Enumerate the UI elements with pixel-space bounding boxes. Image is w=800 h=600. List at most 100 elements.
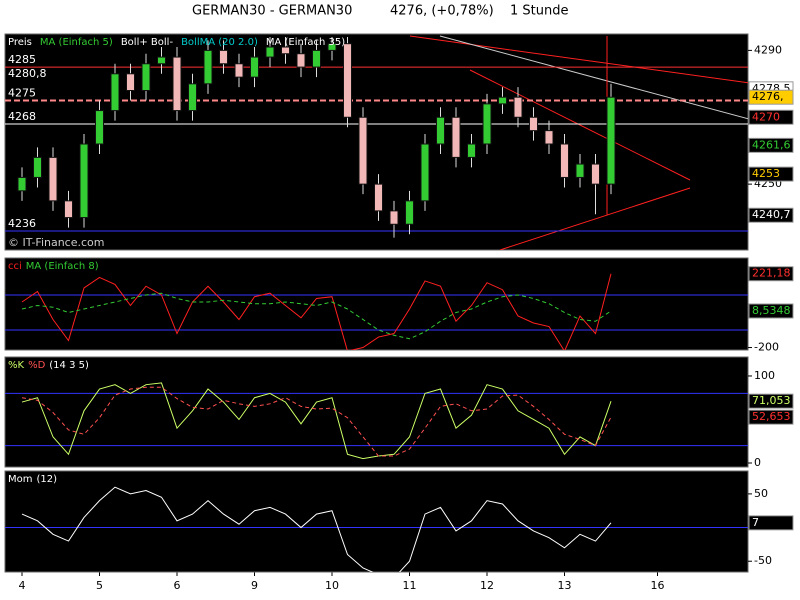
candle-body <box>126 73 135 92</box>
value-marker <box>748 266 794 282</box>
candle-body <box>234 63 244 78</box>
value-marker <box>748 137 794 153</box>
candle-body <box>203 49 213 85</box>
candle-body <box>420 143 430 202</box>
candle-body <box>327 43 337 51</box>
interval: 1 Stunde <box>510 4 568 19</box>
trend-line <box>469 69 691 181</box>
y-tick-label: 50 <box>754 487 768 500</box>
candle-body <box>48 156 58 202</box>
y-tick-label: 4290 <box>754 43 782 56</box>
x-tick-label: 13 <box>558 579 572 592</box>
series-line <box>21 292 612 340</box>
plot <box>5 273 748 350</box>
trend-line <box>439 35 748 120</box>
value-marker-label: 4276, <box>752 90 784 103</box>
x-tick-label: 16 <box>651 579 665 592</box>
candle-body <box>544 130 554 145</box>
x-tick-label: 6 <box>174 579 181 592</box>
value-marker-label: 4261,6 <box>752 138 791 151</box>
x-tick-label: 12 <box>480 579 494 592</box>
legend-entry: BollMA (20 2.0) <box>181 37 258 48</box>
legend-entry: MA (Einfach 35) <box>266 37 345 48</box>
copyright: © IT-Finance.com <box>8 236 105 249</box>
candle-body <box>606 96 616 185</box>
level-label: 4280,8 <box>8 67 47 80</box>
candle-body <box>529 116 538 132</box>
series-line <box>21 382 612 460</box>
value-marker-label: 4240,7 <box>752 208 791 221</box>
candle-body <box>343 43 352 118</box>
candle-body <box>513 96 523 118</box>
plot <box>5 382 748 460</box>
candle-body <box>405 200 414 225</box>
value-marker <box>748 303 794 319</box>
series-line <box>21 273 612 350</box>
y-tick-label: 0 <box>754 456 761 469</box>
y-tick-label: 100 <box>754 369 775 382</box>
candle-body <box>374 183 383 212</box>
legend-entry: Mom <box>8 474 33 485</box>
candle-body <box>436 116 445 145</box>
candle-body <box>591 163 600 185</box>
candle-body <box>451 116 461 158</box>
quote: 4276, (+0,78%) <box>390 4 494 19</box>
x-tick-label: 11 <box>403 579 417 592</box>
candle-body <box>250 56 259 78</box>
value-marker <box>748 109 794 125</box>
value-marker-label: 7 <box>752 516 759 529</box>
value-marker <box>748 393 794 409</box>
legend-params: (12) <box>37 474 58 485</box>
panel <box>4 356 749 468</box>
value-marker <box>748 515 794 531</box>
level-label: 4268 <box>8 110 36 123</box>
legend-entry: MA (Einfach 5) <box>40 37 113 48</box>
x-tick-label: 10 <box>325 579 339 592</box>
candle-body <box>33 156 42 178</box>
candle-body <box>389 210 399 225</box>
value-marker <box>748 409 794 425</box>
candle-body <box>312 49 321 68</box>
symbol: GERMAN30 - GERMAN30 <box>192 4 352 19</box>
level-label: 4275 <box>8 87 36 100</box>
candle-body <box>95 110 104 145</box>
candle-body <box>560 143 569 178</box>
y-tick-label: -200 <box>754 341 779 354</box>
candle-body <box>281 46 290 55</box>
legend-params: (14 3 5) <box>49 360 89 371</box>
candle-body <box>79 143 89 219</box>
candle-body <box>575 163 585 178</box>
candle-body <box>157 56 166 65</box>
candle-body <box>358 116 368 185</box>
legend-entry: %K <box>8 360 25 371</box>
candle-body <box>265 46 275 58</box>
candle-body <box>110 73 120 112</box>
candle-body <box>467 143 476 158</box>
candle-body <box>64 200 73 219</box>
level-label: 4285 <box>8 53 36 66</box>
legend-entry: MA (Einfach 8) <box>26 261 99 272</box>
value-marker-label: 71,053 <box>752 394 791 407</box>
candle-body <box>482 103 492 145</box>
level-label: 4236 <box>8 217 36 230</box>
candle-body <box>141 63 151 92</box>
candle-body <box>172 56 182 112</box>
candle-body <box>296 53 306 68</box>
value-marker-label: 4253 <box>752 167 780 180</box>
series-line <box>21 486 612 572</box>
y-tick-label: -50 <box>754 554 772 567</box>
candle-body <box>188 83 197 112</box>
legend-entry: Boll+ Boll- <box>121 37 174 48</box>
candle-body <box>498 96 507 105</box>
x-tick-label: 5 <box>96 579 103 592</box>
x-tick-label: 4 <box>19 579 26 592</box>
panel <box>4 470 749 573</box>
legend-entry: %D <box>28 360 46 371</box>
value-marker <box>748 166 794 182</box>
plot <box>5 486 748 572</box>
value-marker-label: 52,653 <box>752 410 791 423</box>
value-marker <box>748 207 794 223</box>
value-marker <box>748 89 794 105</box>
